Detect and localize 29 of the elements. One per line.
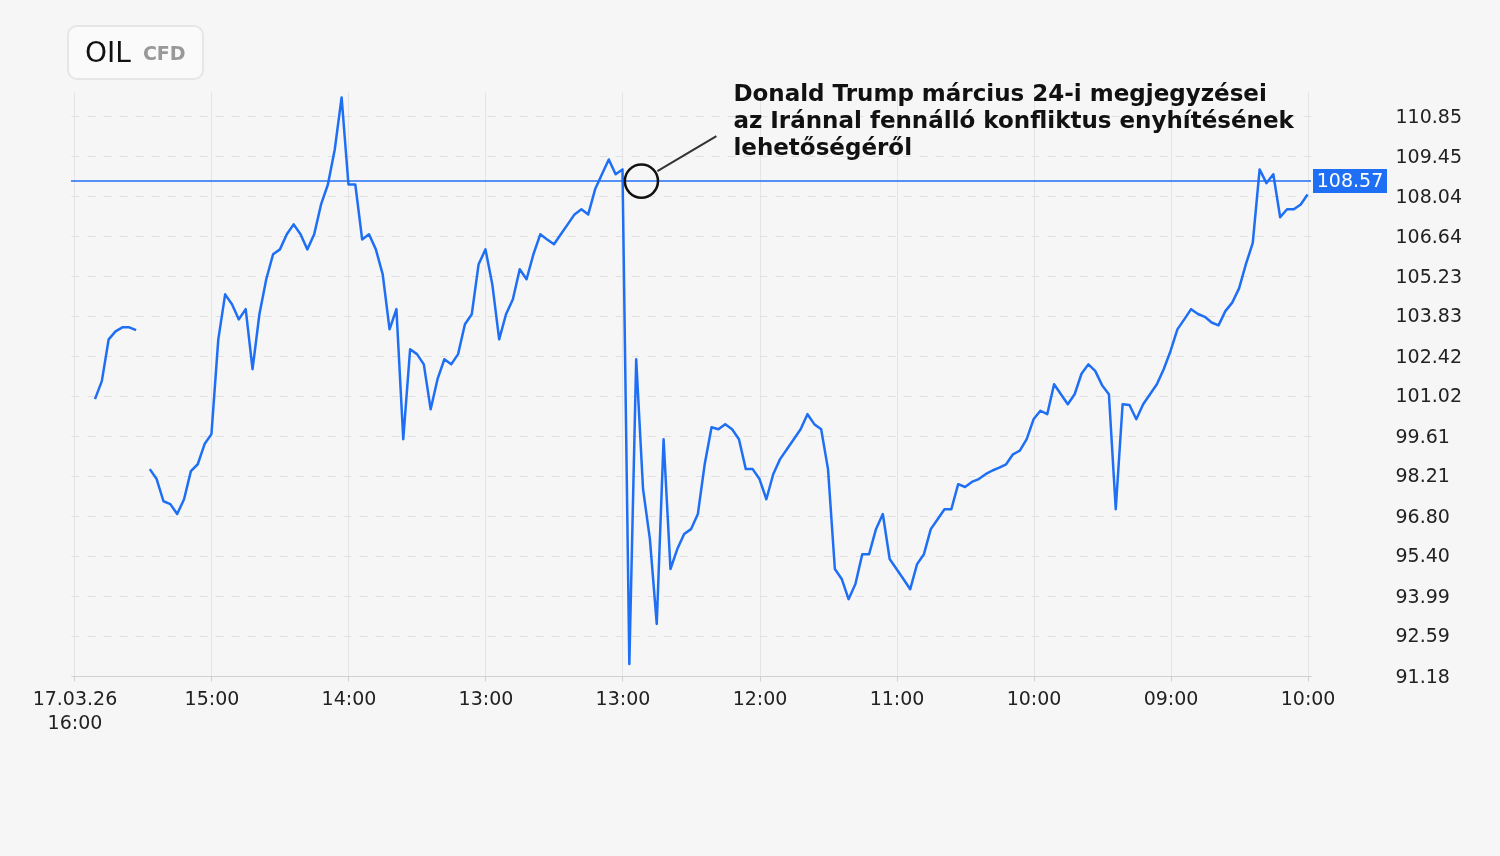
chart-title: OIL (85, 36, 131, 69)
y-tick-label: 106.64 (1395, 224, 1462, 247)
y-tick-label: 109.45 (1395, 144, 1462, 167)
y-tick-label: 99.61 (1395, 424, 1450, 447)
x-tick-label: 15:00 (184, 686, 240, 709)
x-tick-label: 12:00 (732, 686, 788, 709)
y-tick-label: 92.59 (1395, 624, 1450, 647)
chart-subtitle: CFD (142, 41, 186, 64)
x-tick-label: 17.03.26 16:00 (32, 686, 118, 733)
y-tick-label: 101.02 (1395, 384, 1462, 407)
y-tick-label: 103.83 (1395, 304, 1462, 327)
y-tick-label: 108.04 (1395, 184, 1462, 207)
x-tick-label: 09:00 (1143, 686, 1199, 709)
y-tick-label: 98.21 (1395, 464, 1450, 487)
y-tick-label: 91.18 (1395, 664, 1450, 687)
y-tick-label: 105.23 (1395, 264, 1462, 287)
y-tick-label: 95.40 (1395, 544, 1450, 567)
ref-line-label: 108.57 (1316, 169, 1384, 192)
y-tick-label: 102.42 (1395, 344, 1462, 367)
x-tick-label: 13:00 (595, 686, 651, 709)
annotation: Donald Trump március 24-i megjegyzései az Iránnal fennálló konfliktus enyhítésének lehetőségéről (733, 80, 1295, 161)
x-tick-label: 14:00 (321, 686, 377, 709)
y-tick-label: 96.80 (1395, 504, 1450, 527)
x-tick-label: 10:00 (1006, 686, 1062, 709)
y-tick-label: 110.85 (1395, 104, 1462, 127)
y-tick-label: 93.99 (1395, 584, 1450, 607)
x-tick-label: 13:00 (458, 686, 514, 709)
x-tick-label: 10:00 (1280, 686, 1336, 709)
x-tick-label: 11:00 (869, 686, 925, 709)
